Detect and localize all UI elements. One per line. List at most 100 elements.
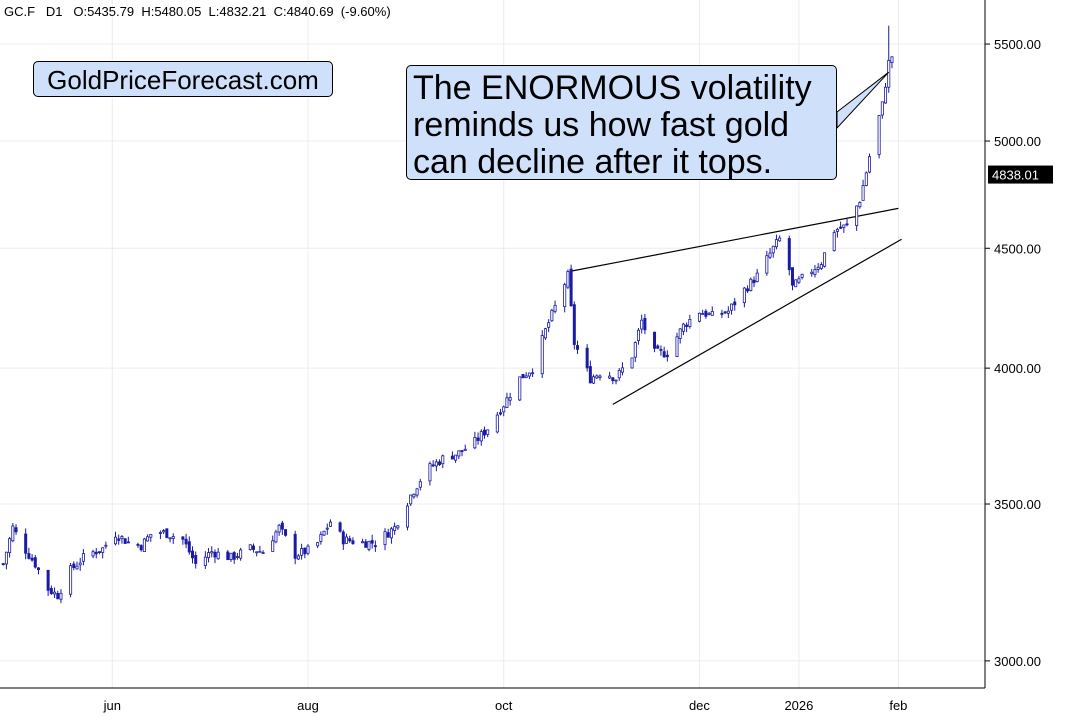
- candle-body: [752, 279, 756, 284]
- candle-body: [319, 534, 323, 542]
- y-tick-label: 4500.00: [994, 241, 1041, 256]
- candle-body: [396, 525, 400, 529]
- candle-body: [864, 172, 868, 186]
- candle-body: [563, 284, 567, 307]
- trendline: [570, 207, 899, 272]
- candle-body: [499, 412, 503, 415]
- candle-body: [630, 357, 634, 369]
- candle-body: [181, 536, 185, 540]
- candle-body: [33, 557, 37, 568]
- candle-body: [508, 397, 512, 401]
- candle-body: [258, 550, 262, 553]
- candle-body: [640, 319, 644, 330]
- candle-body: [46, 569, 50, 591]
- candle-body: [450, 455, 454, 460]
- candle-body: [139, 545, 143, 551]
- candle-body: [588, 366, 592, 384]
- y-tick-label: 5000.00: [994, 134, 1041, 149]
- candle-body: [614, 379, 618, 382]
- candle-body: [832, 232, 836, 251]
- candle-body: [216, 551, 220, 560]
- candle-body: [855, 205, 859, 226]
- candle-body: [662, 351, 666, 358]
- candle-body: [550, 309, 554, 322]
- candle-body: [187, 541, 191, 553]
- candle-body: [438, 461, 442, 466]
- candle-body: [239, 549, 243, 559]
- candle-body: [117, 538, 121, 541]
- candle-body: [123, 538, 127, 544]
- candle-body: [720, 312, 724, 315]
- candle-body: [839, 226, 843, 229]
- candle-body: [858, 201, 862, 208]
- candle-body: [251, 545, 255, 550]
- annotation-line-2: reminds us how fast gold: [413, 106, 790, 144]
- candle-body: [701, 313, 705, 315]
- candle-body: [835, 229, 839, 232]
- candle-body: [207, 552, 211, 559]
- candle-body: [880, 101, 884, 116]
- candle-body: [75, 565, 79, 570]
- candle-body: [730, 303, 734, 311]
- candle-body: [78, 562, 82, 566]
- candle-body: [136, 543, 140, 546]
- last-price-label: 4838.01: [992, 168, 1039, 183]
- candle-body: [370, 540, 374, 544]
- candle-body: [271, 540, 275, 552]
- y-tick-label: 3500.00: [994, 497, 1041, 512]
- candle-body: [505, 397, 509, 408]
- candle-body: [688, 319, 692, 327]
- x-tick-label: feb: [889, 698, 907, 713]
- candle-body: [345, 536, 349, 544]
- candle-body: [162, 530, 166, 533]
- x-tick-label: 2026: [784, 698, 813, 713]
- candle-body: [774, 239, 778, 248]
- candle-body: [441, 455, 445, 465]
- candle-body: [203, 556, 207, 566]
- candle-body: [884, 86, 888, 104]
- candle-body: [726, 310, 730, 314]
- candle-body: [518, 376, 522, 401]
- candle-body: [296, 555, 300, 560]
- candle-body: [126, 541, 130, 544]
- chart-header: GC.F D1 O:5435.79 H:5480.05 L:4832.21 C:…: [4, 4, 391, 19]
- candle-body: [226, 551, 230, 561]
- annotation-pointer: [836, 71, 890, 130]
- candle-body: [746, 288, 750, 292]
- candle-body: [887, 60, 891, 88]
- candle-body: [434, 461, 438, 467]
- candle-body: [69, 565, 73, 595]
- timeframe: D1: [45, 4, 63, 19]
- candle-body: [527, 372, 531, 377]
- candle-body: [540, 335, 544, 375]
- candle-body: [723, 311, 727, 314]
- candle-body: [431, 464, 435, 467]
- symbol: GC.F: [4, 4, 36, 19]
- trend-layer: [570, 207, 902, 405]
- candle-body: [94, 551, 98, 555]
- candle-body: [659, 349, 663, 351]
- candle-body: [482, 429, 486, 436]
- candle-body: [49, 588, 53, 594]
- candle-body: [248, 544, 252, 551]
- candle-body: [72, 563, 76, 568]
- candle-body: [592, 376, 596, 384]
- candle-body: [59, 592, 63, 600]
- candle-body: [810, 271, 814, 275]
- candle-body: [348, 538, 352, 542]
- candle-body: [755, 272, 759, 283]
- candle-body: [620, 367, 624, 373]
- candle-body: [300, 548, 304, 556]
- candle-body: [572, 304, 576, 345]
- candle-body: [794, 279, 798, 288]
- candle-body: [697, 312, 701, 322]
- candle-body: [428, 463, 432, 482]
- candle-body: [531, 372, 535, 375]
- candle-body: [675, 336, 679, 357]
- candle-body: [393, 526, 397, 531]
- candle-body: [495, 414, 499, 433]
- candle-body: [149, 534, 153, 538]
- candle-body: [768, 252, 772, 258]
